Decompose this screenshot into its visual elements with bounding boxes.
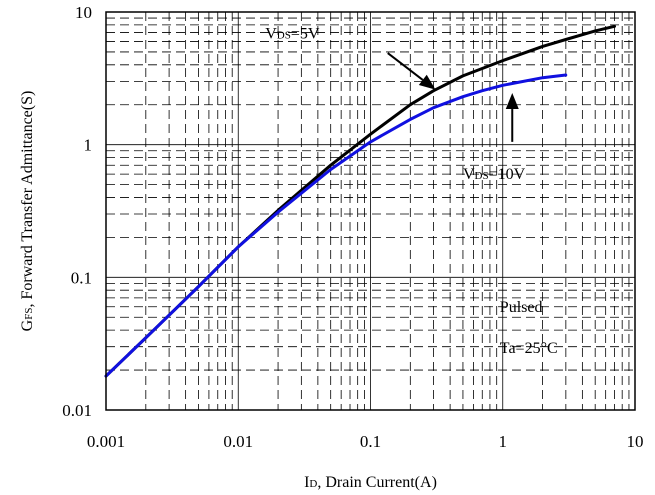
y-tick-label: 10: [75, 3, 92, 22]
annotation-pulsed: Pulsed: [500, 299, 543, 316]
y-axis-title: GFS, Forward Transfer Admittance(S): [19, 91, 36, 332]
plot-frame: [105, 11, 636, 411]
series-label-vds-10v: VDS=10V: [463, 166, 526, 183]
y-tick-label: 1: [84, 136, 93, 155]
x-axis-title: ID, Drain Current(A): [304, 474, 437, 491]
x-axis-title-text: , Drain Current(A): [317, 474, 437, 491]
plot-border: [105, 11, 636, 411]
series-line-1: [104, 73, 568, 378]
series-lines: [104, 24, 616, 378]
arrow-vds-5v-shaft: [387, 52, 424, 81]
x-tick-labels: 0.001 0.01 0.1 1 10: [87, 432, 644, 451]
y-tick-label: 0.01: [62, 401, 92, 420]
x-tick-label: 0.001: [87, 432, 125, 451]
arrow-vds-5v-head: [418, 74, 436, 90]
y-tick-label: 0.1: [71, 268, 92, 287]
y-axis-title-text: , Forward Transfer Admittance(S): [19, 91, 36, 308]
x-axis-title-subscript: D: [309, 478, 317, 490]
annotation-arrows: [387, 52, 519, 142]
grid-lines: [105, 11, 636, 411]
annotation-temperature: Ta=25°C: [500, 340, 558, 357]
y-tick-labels: 0.01 0.1 1 10: [62, 3, 92, 420]
x-tick-label: 0.1: [360, 432, 381, 451]
arrow-vds-10v-head: [505, 93, 519, 110]
y-axis-title-symbol: G: [19, 319, 36, 331]
x-tick-label: 0.01: [223, 432, 253, 451]
series-label-vds-5v: VDS=5V: [265, 26, 320, 43]
x-axis-title-symbol: I: [304, 474, 309, 491]
x-tick-label: 1: [499, 432, 508, 451]
x-tick-label: 10: [627, 432, 644, 451]
y-axis-title-subscript: FS: [23, 308, 35, 320]
